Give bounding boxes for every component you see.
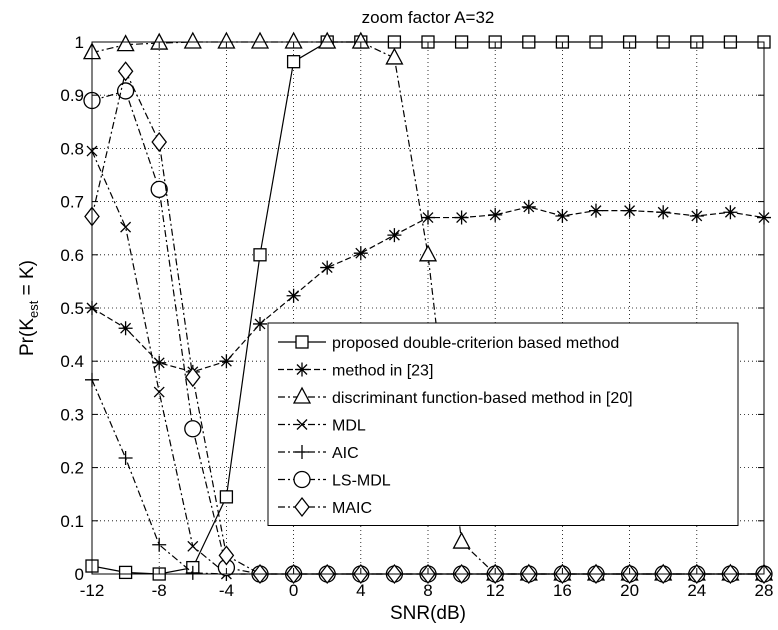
x-tick-label: 0: [289, 581, 298, 600]
data-point-triangle: [385, 47, 404, 65]
data-point-circle: [150, 180, 168, 199]
y-tick-label: 0: [75, 565, 84, 584]
y-tick-label: 0.6: [60, 246, 84, 265]
x-axis-label: SNR(dB): [390, 603, 466, 624]
data-point-circle: [116, 82, 135, 100]
data-point-x: [187, 540, 199, 552]
data-point-asterisk: [656, 205, 671, 220]
legend-label: MDL: [332, 418, 366, 435]
data-point-triangle: [452, 531, 471, 549]
y-tick-label: 0.5: [60, 299, 84, 318]
x-tick-label: -8: [152, 581, 167, 600]
data-point-plus: [152, 537, 167, 552]
data-point-triangle: [183, 31, 202, 49]
legend-marker-asterisk: [295, 362, 309, 377]
y-axis-label: Pr(Kest = K): [17, 260, 41, 356]
data-point-asterisk: [118, 321, 133, 336]
data-point-asterisk: [689, 208, 704, 223]
data-point-square: [286, 55, 301, 69]
y-tick-label: 0.4: [60, 352, 84, 371]
data-point-diamond: [117, 61, 134, 82]
data-point-asterisk: [723, 205, 738, 220]
legend-marker-circle: [293, 470, 311, 489]
data-point-triangle: [418, 244, 438, 262]
x-tick-label: 16: [553, 581, 572, 600]
legend-marker-square: [295, 335, 309, 349]
y-tick-label: 1: [75, 33, 84, 52]
data-point-asterisk: [488, 207, 503, 222]
legend-marker-triangle: [292, 386, 312, 404]
data-point-diamond: [151, 131, 168, 153]
data-point-triangle: [250, 31, 270, 49]
legend-marker-x: [296, 419, 308, 430]
data-point-asterisk: [353, 246, 368, 261]
legend-label: method in [23]: [332, 363, 433, 380]
x-tick-label: 28: [755, 581, 774, 600]
x-tick-label: 4: [356, 581, 365, 600]
data-point-plus: [185, 565, 200, 580]
legend-label: discriminant function-based method in [2…: [332, 390, 633, 407]
data-point-x: [153, 386, 165, 398]
y-tick-label: 0.3: [60, 405, 84, 424]
data-point-asterisk: [286, 288, 301, 303]
data-point-asterisk: [589, 203, 603, 218]
y-axis-label-subscript: est: [26, 300, 41, 318]
series-line: [91, 150, 764, 575]
legend-label: proposed double-criterion based method: [332, 335, 619, 352]
data-point-asterisk: [421, 210, 435, 225]
data-point-plus: [118, 451, 133, 466]
y-tick-label: 0.1: [60, 512, 84, 531]
data-point-x: [120, 221, 132, 233]
x-tick-label: 24: [687, 581, 706, 600]
y-tick-label: 0.9: [60, 86, 84, 105]
legend-marker-plus: [295, 445, 309, 459]
y-tick-label: 0.7: [60, 193, 84, 212]
chart-title: zoom factor A=32: [362, 8, 495, 27]
data-point-square: [219, 490, 234, 504]
y-axis-label-main: Pr(K: [17, 318, 38, 356]
data-point-asterisk: [622, 203, 637, 218]
data-point-triangle: [318, 31, 337, 49]
data-point-circle: [184, 420, 202, 438]
legend-label: LS-MDL: [332, 473, 391, 490]
data-point-asterisk: [521, 199, 536, 214]
x-tick-label: 12: [486, 581, 505, 600]
data-point-asterisk: [253, 316, 267, 331]
data-point-triangle: [116, 34, 135, 52]
data-point-asterisk: [152, 355, 167, 370]
x-tick-label: -4: [219, 581, 234, 600]
tick-layer: -12 -8 -4 0 4 8 12 16 20 24 28 0 0.1 0.2 0.3 0.4 0.5 0.6 0…: [60, 33, 773, 600]
y-tick-label: 0.8: [60, 139, 84, 158]
x-tick-label: 20: [620, 581, 639, 600]
data-point-asterisk: [387, 228, 402, 243]
y-axis-label-tail: = K): [17, 260, 38, 301]
legend: proposed double-criterion based method me…: [267, 322, 739, 526]
data-point-diamond: [184, 367, 201, 388]
y-tick-label: 0.2: [60, 459, 84, 478]
legend-box: [267, 322, 739, 526]
data-point-diamond: [218, 545, 235, 566]
data-point-asterisk: [454, 210, 469, 225]
x-tick-label: 8: [423, 581, 432, 600]
data-point-square: [118, 565, 133, 580]
data-point-asterisk: [555, 208, 570, 223]
x-tick-label: -12: [80, 581, 105, 600]
data-point-asterisk: [219, 354, 234, 369]
data-point-asterisk: [320, 260, 335, 275]
data-point-square: [253, 248, 267, 262]
legend-label: AIC: [332, 445, 359, 462]
legend-marker-diamond: [294, 496, 310, 518]
legend-label: MAIC: [332, 500, 372, 517]
